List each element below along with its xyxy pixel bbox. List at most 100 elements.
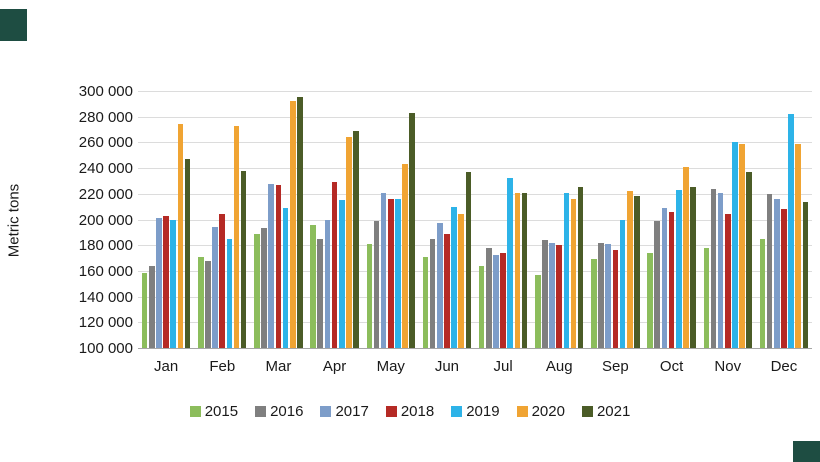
bar-oct-2021	[690, 187, 696, 348]
legend-swatch-2018	[385, 406, 397, 417]
bar-jun-2021	[465, 171, 472, 348]
bar-feb-2016	[205, 260, 211, 348]
y-tick-label: 100 000	[78, 340, 133, 357]
y-tick-label: 120 000	[78, 314, 133, 332]
plot-area	[138, 91, 812, 349]
x-tick-label-oct: Oct	[659, 358, 684, 375]
bar-jun-2020	[458, 214, 464, 348]
bar-aug-2018	[556, 245, 563, 348]
bar-feb-2018	[219, 214, 226, 348]
bar-oct-2018	[668, 211, 675, 348]
bar-nov-2020	[739, 143, 745, 348]
gridline	[138, 245, 812, 247]
legend-label-2021: 2021	[596, 403, 631, 420]
bar-jun-2019	[451, 206, 457, 348]
bar-may-2017	[380, 192, 387, 348]
bar-apr-2018	[331, 182, 338, 348]
legend-label-2016: 2016	[270, 403, 304, 420]
bar-mar-2021	[297, 97, 303, 348]
bar-nov-2017	[717, 192, 724, 348]
y-tick-label: 260 000	[78, 134, 133, 152]
legend-item-2020: 2020	[516, 403, 565, 420]
x-axis-line	[138, 348, 812, 349]
bar-jan-2015	[141, 273, 148, 348]
bar-feb-2021	[240, 170, 247, 348]
legend-swatch-2019	[451, 406, 463, 417]
bar-aug-2020	[570, 198, 577, 348]
bar-jun-2016	[429, 238, 436, 348]
x-tick-label-jun: Jun	[434, 358, 459, 375]
bar-oct-2020	[683, 166, 689, 348]
bar-sep-2019	[619, 219, 626, 348]
bar-dec-2018	[781, 209, 787, 348]
bar-sep-2017	[605, 243, 612, 348]
bar-apr-2021	[353, 130, 359, 348]
y-tick-label: 140 000	[78, 288, 133, 306]
bar-dec-2020	[795, 143, 801, 348]
bar-dec-2017	[773, 198, 780, 348]
bar-sep-2015	[591, 259, 597, 348]
legend-label-2019: 2019	[466, 403, 500, 420]
bar-aug-2016	[542, 240, 548, 348]
bar-nov-2015	[703, 247, 710, 348]
bar-jun-2018	[444, 233, 450, 348]
gridline	[138, 322, 812, 324]
x-tick-label-apr: Apr	[322, 358, 347, 375]
bar-jan-2021	[184, 159, 191, 348]
gridline	[138, 270, 812, 272]
bottom-right-corner-decoration	[793, 441, 820, 462]
bar-mar-2016	[261, 228, 267, 348]
bar-dec-2015	[759, 238, 766, 348]
bar-aug-2021	[577, 187, 584, 348]
bar-jan-2020	[177, 124, 184, 348]
y-tick-label: 200 000	[78, 211, 133, 229]
y-tick-label: 240 000	[78, 160, 133, 178]
bar-aug-2015	[535, 274, 541, 348]
bar-jul-2020	[514, 192, 521, 348]
legend-swatch-2016	[255, 406, 267, 417]
legend-label-2018: 2018	[400, 403, 435, 420]
bar-oct-2017	[661, 207, 668, 348]
bar-jan-2016	[148, 265, 155, 348]
y-tick-label: 220 000	[78, 185, 133, 203]
bar-sep-2016	[598, 242, 604, 348]
bar-jul-2015	[478, 265, 485, 348]
bar-apr-2015	[310, 224, 316, 348]
bar-jan-2018	[163, 215, 169, 348]
legend-swatch-2020	[516, 406, 528, 417]
gridline	[138, 193, 812, 195]
bar-feb-2019	[226, 238, 233, 348]
bar-nov-2018	[724, 214, 731, 348]
bar-sep-2020	[626, 191, 633, 348]
legend-label-2020: 2020	[531, 403, 565, 420]
bar-mar-2015	[254, 233, 260, 348]
bar-apr-2016	[317, 238, 324, 348]
x-tick-label-nov: Nov	[714, 358, 742, 375]
x-tick-label-aug: Aug	[545, 358, 573, 375]
bar-may-2015	[366, 243, 373, 348]
bar-may-2021	[409, 112, 415, 348]
y-tick-label: 180 000	[78, 237, 133, 255]
legend-label-2017: 2017	[335, 403, 369, 420]
gridline	[138, 142, 812, 144]
legend-label-2015: 2015	[204, 403, 239, 420]
bar-aug-2019	[563, 192, 570, 348]
legend-item-2019: 2019	[451, 403, 500, 420]
gridline	[138, 168, 812, 170]
bar-mar-2017	[268, 183, 275, 348]
gridline	[138, 219, 812, 221]
gridline	[138, 91, 812, 92]
bar-apr-2017	[324, 219, 331, 348]
x-tick-label-mar: Mar	[265, 358, 292, 375]
legend-item-2016: 2016	[255, 403, 303, 420]
x-tick-label-feb: Feb	[209, 358, 236, 375]
bar-may-2016	[373, 220, 380, 348]
bar-jul-2021	[521, 192, 528, 348]
x-tick-label-sep: Sep	[602, 358, 629, 375]
legend-item-2021: 2021	[581, 403, 631, 420]
legend-swatch-2021	[581, 406, 593, 417]
bar-nov-2021	[746, 171, 752, 348]
bar-jul-2016	[485, 247, 492, 348]
bar-nov-2019	[732, 142, 738, 348]
